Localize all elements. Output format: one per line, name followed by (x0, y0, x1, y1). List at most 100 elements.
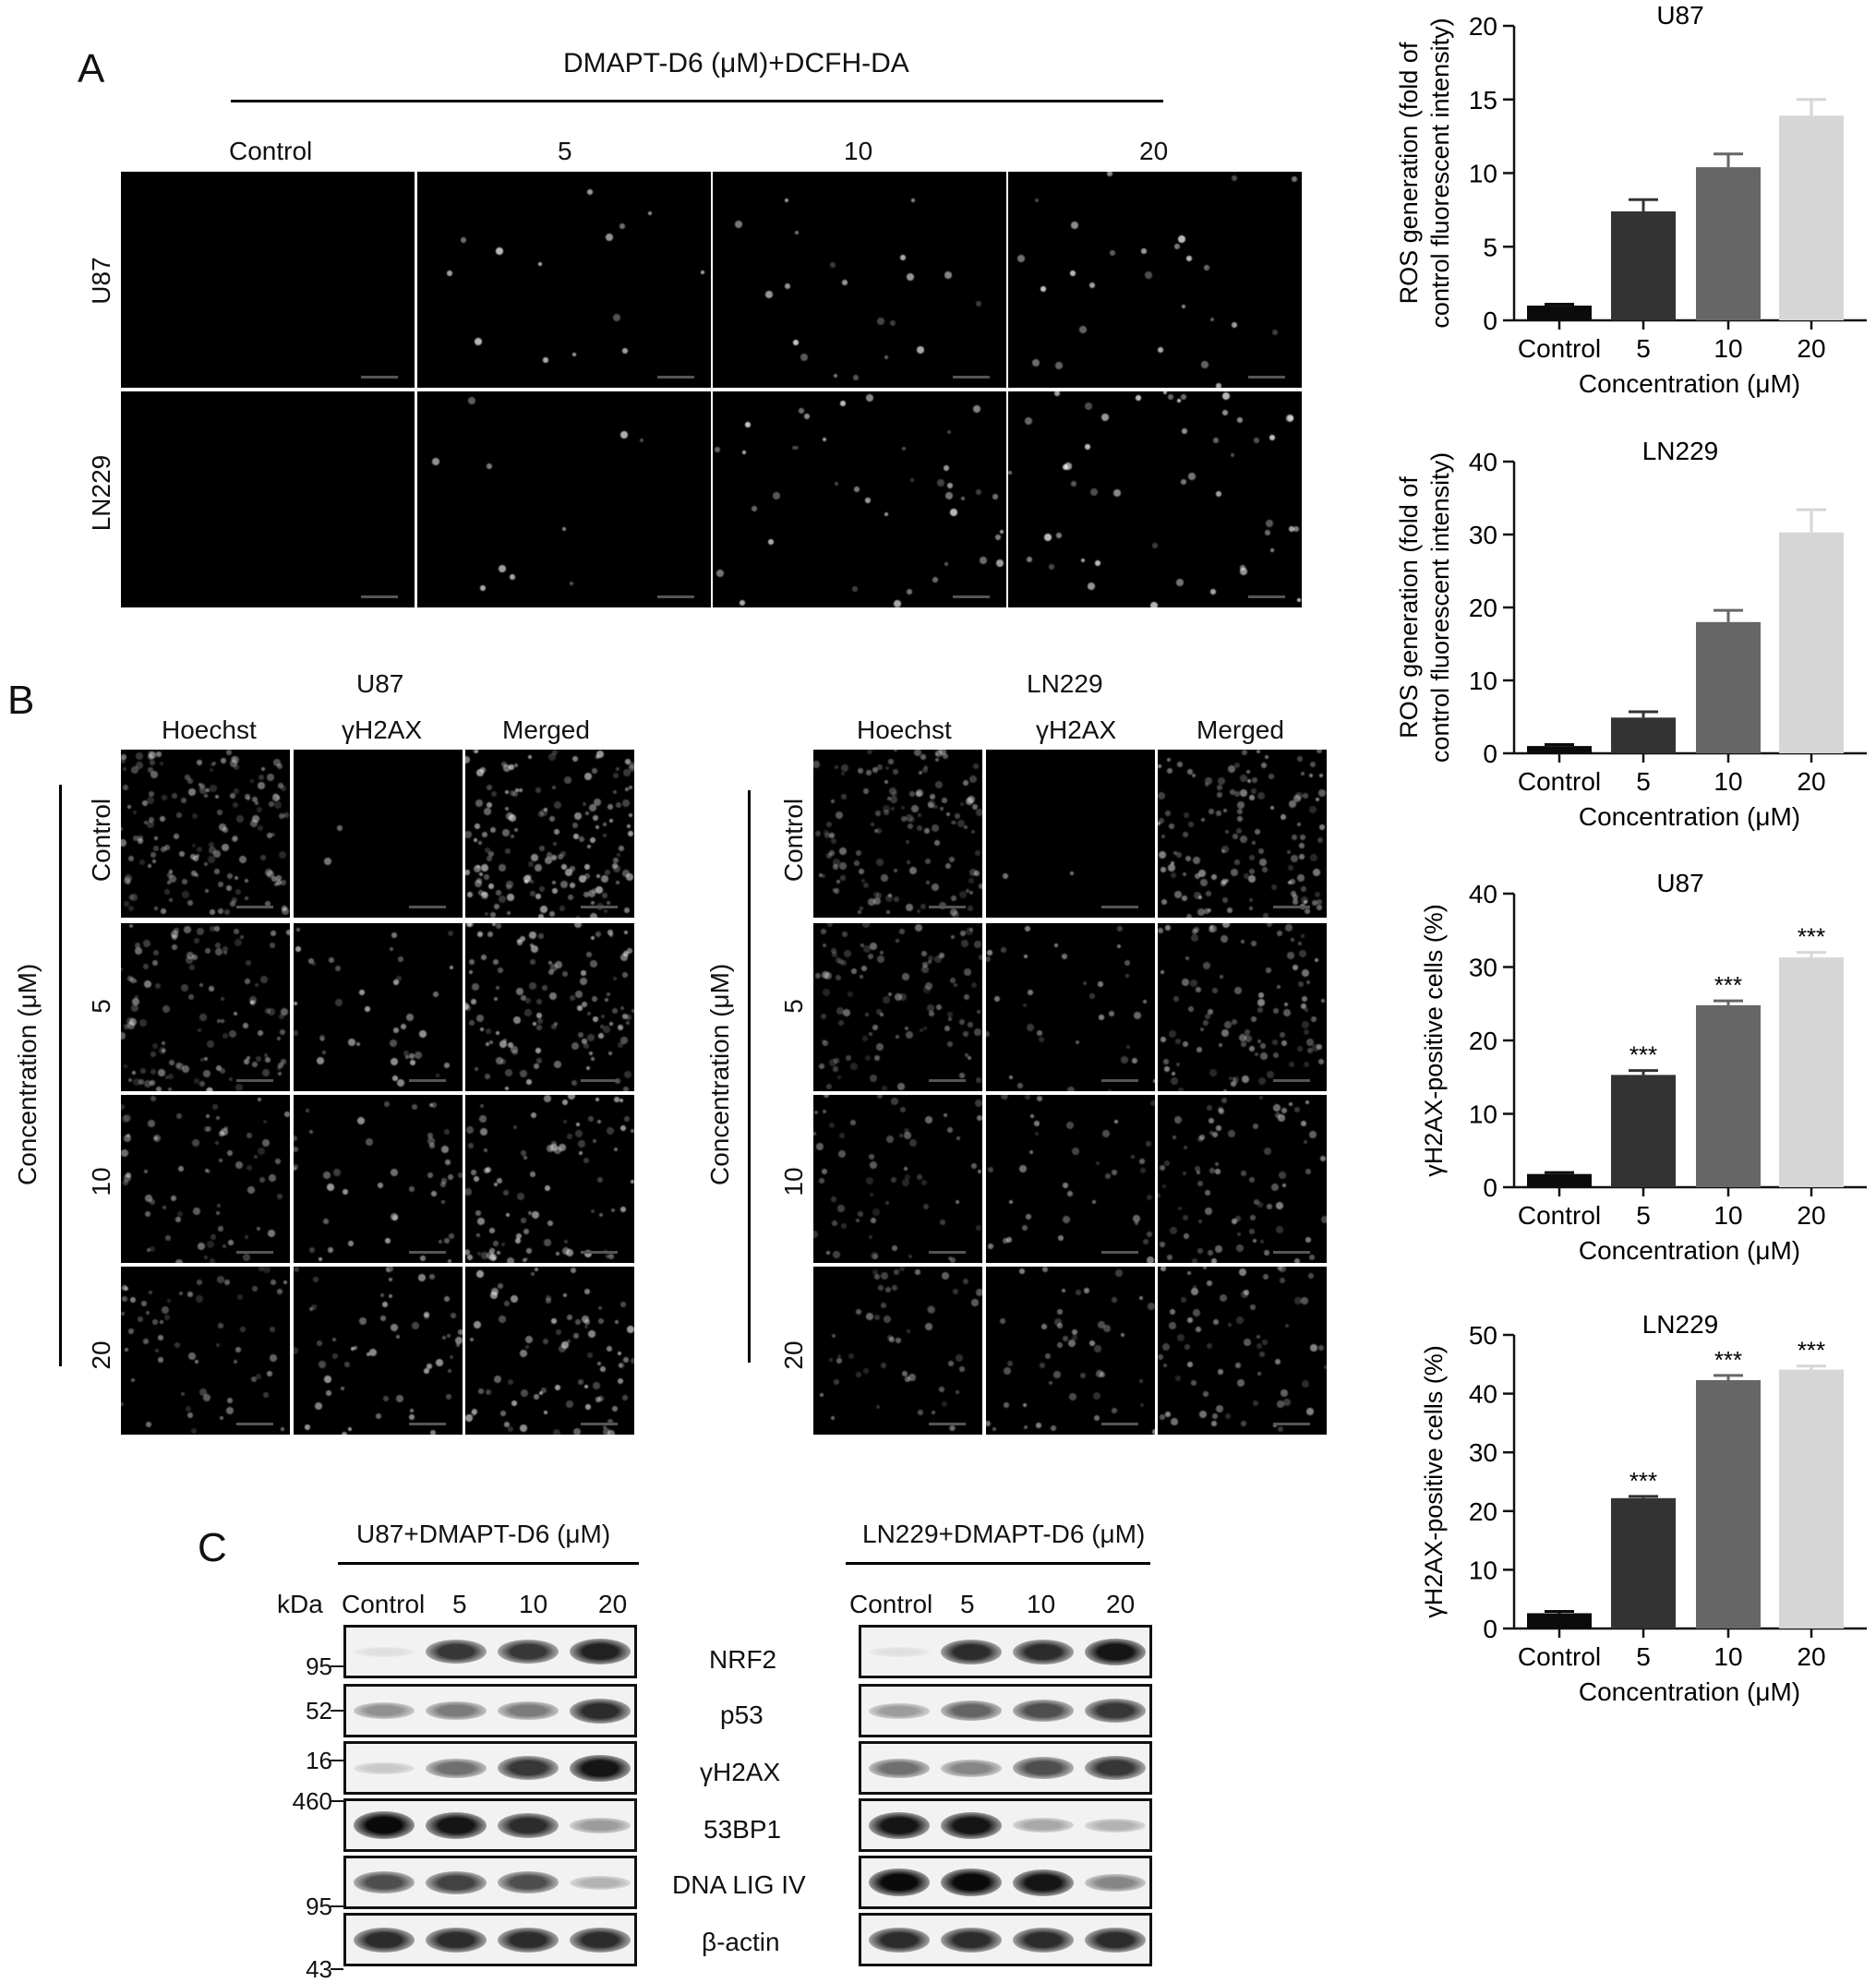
blot-band (570, 1927, 631, 1953)
blot-band (1013, 1869, 1074, 1896)
micrograph-b-ln229-3-1 (986, 1267, 1155, 1435)
micrograph-b-ln229-3-2 (1158, 1267, 1327, 1435)
scale-bar (929, 1079, 966, 1082)
scale-bar (361, 595, 398, 598)
panel-c-mw-460: 460 (292, 1787, 332, 1815)
panel-c-mw-43: 43 (306, 1955, 332, 1983)
bar-5 (1611, 210, 1676, 320)
micrograph-a-0-2 (713, 172, 1006, 388)
blot-band (498, 1701, 559, 1720)
panel-b-ln229-col-merged: Merged (1197, 715, 1284, 744)
micrograph-a-0-1 (417, 172, 711, 388)
x-tick-label: 20 (1797, 334, 1825, 363)
blot-band (1085, 1818, 1146, 1833)
blot-band (498, 1812, 559, 1838)
blot-band (1013, 1757, 1074, 1779)
y-tick-label: 40 (1469, 448, 1497, 476)
panel-c-protein-dna-lig-iv: DNA LIG IV (672, 1870, 806, 1899)
micrograph-b-u87-1-0 (121, 923, 290, 1091)
bar-20 (1779, 1369, 1844, 1628)
micrograph-b-ln229-0-0 (813, 750, 982, 918)
y-tick-label: 0 (1483, 1615, 1497, 1643)
scale-bar (929, 906, 966, 908)
y-tick-label: 50 (1469, 1321, 1497, 1350)
bar-10 (1696, 1379, 1761, 1628)
significance-label: *** (1629, 1041, 1657, 1069)
y-tick-label: 40 (1469, 1380, 1497, 1409)
micrograph-b-ln229-2-2 (1158, 1095, 1327, 1263)
blot-band (426, 1870, 487, 1894)
micrograph-a-1-1 (417, 391, 711, 607)
panel-c-kda-label: kDa (277, 1590, 323, 1618)
scale-bar (657, 376, 694, 379)
y-tick-label: 0 (1483, 1173, 1497, 1202)
micrograph-b-ln229-2-1 (986, 1095, 1155, 1263)
significance-label: *** (1798, 923, 1825, 951)
blot-band (869, 1869, 930, 1896)
micrograph-b-ln229-1-2 (1158, 923, 1327, 1091)
panel-c-mw-tick (331, 1665, 343, 1667)
x-axis-label: Concentration (μM) (1579, 802, 1800, 831)
micrograph-b-ln229-2-0 (813, 1095, 982, 1263)
blot-band (498, 1871, 559, 1893)
micrograph-b-u87-1-1 (294, 923, 463, 1091)
panel-c-mw-tick (331, 1710, 343, 1712)
scale-bar (953, 595, 990, 598)
x-tick-label: 5 (1636, 334, 1651, 363)
blot-band (570, 1754, 631, 1782)
panel-c-mw-52: 52 (306, 1697, 332, 1725)
panel-b-ln229-axis-line (748, 790, 751, 1363)
bar-20 (1779, 115, 1844, 320)
panel-c-u87-lane-control: Control (342, 1590, 426, 1618)
blot-band (354, 1871, 415, 1893)
blot-band (570, 1639, 631, 1665)
micrograph-b-u87-0-2 (465, 750, 634, 918)
chart-title: LN229 (1642, 437, 1719, 465)
panel-c-ln229-title-line (846, 1562, 1150, 1565)
micrograph-b-ln229-0-2 (1158, 750, 1327, 918)
panel-c-mw-95a: 95 (306, 1652, 332, 1680)
panel-a-col-5: 5 (558, 137, 572, 165)
panel-c-ln229-lane-10: 10 (1027, 1590, 1056, 1618)
panel-c-protein-gh2ax: γH2AX (700, 1758, 781, 1786)
micrograph-a-0-0 (121, 172, 415, 388)
y-tick-label: 20 (1469, 594, 1497, 622)
blot-ln229-5 (859, 1913, 1152, 1966)
scale-bar (581, 1423, 618, 1425)
panel-b-u87-title: U87 (356, 669, 404, 698)
scale-bar (1101, 1251, 1138, 1254)
scale-bar (581, 906, 618, 908)
bar-control (1527, 1613, 1592, 1628)
bar-20 (1779, 957, 1844, 1187)
blot-band (869, 1758, 930, 1778)
blot-band (426, 1640, 487, 1664)
scale-bar (236, 1423, 273, 1425)
panel-a-letter: A (78, 46, 105, 91)
blot-band (498, 1927, 559, 1953)
blot-band (1013, 1927, 1074, 1953)
bar-5 (1611, 1497, 1676, 1628)
blot-u87-4 (343, 1856, 637, 1909)
micrograph-b-u87-3-2 (465, 1267, 634, 1435)
micrograph-a-1-0 (121, 391, 415, 607)
blot-u87-3 (343, 1798, 637, 1852)
y-tick-label: 20 (1469, 1497, 1497, 1526)
panel-b-ln229-title: LN229 (1027, 669, 1103, 698)
scale-bar (236, 1079, 273, 1082)
y-tick-label: 30 (1469, 954, 1497, 982)
x-tick-label: Control (1518, 1201, 1601, 1230)
scale-bar (1248, 595, 1285, 598)
scale-bar (657, 595, 694, 598)
x-tick-label: 10 (1714, 334, 1742, 363)
y-tick-label: 40 (1469, 880, 1497, 908)
blot-band (869, 1646, 930, 1657)
bar-control (1527, 1173, 1592, 1187)
x-axis-label: Concentration (μM) (1579, 369, 1800, 398)
blot-band (354, 1761, 415, 1774)
blot-band (941, 1869, 1002, 1896)
x-tick-label: 20 (1797, 1201, 1825, 1230)
panel-a-header-line (231, 100, 1163, 102)
panel-c-ln229-title: LN229+DMAPT-D6 (μM) (862, 1520, 1146, 1548)
y-tick-label: 10 (1469, 1100, 1497, 1129)
